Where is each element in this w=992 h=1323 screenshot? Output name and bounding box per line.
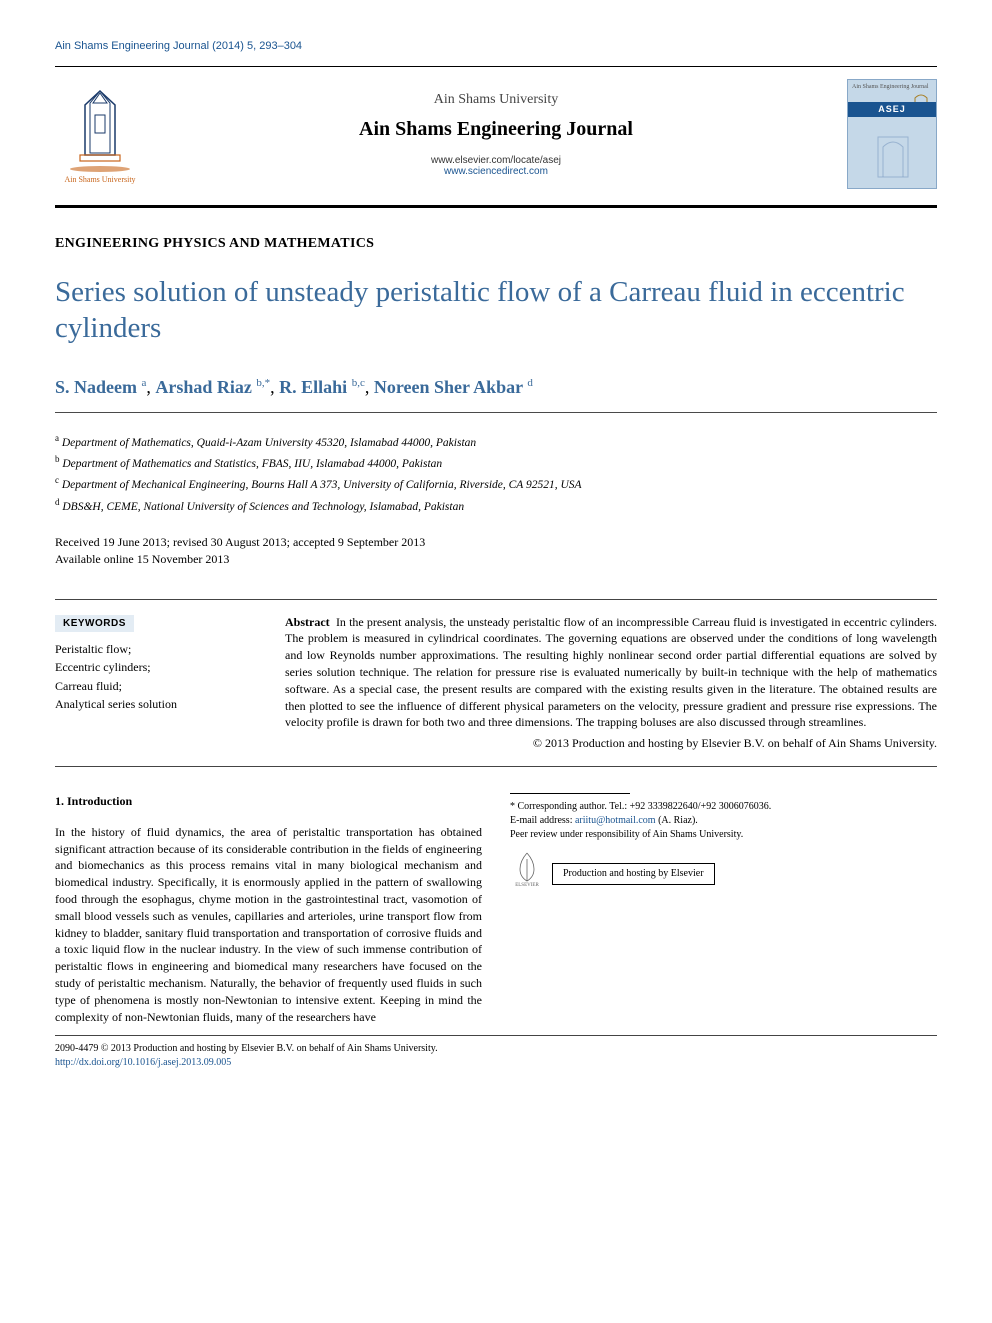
doi-link[interactable]: http://dx.doi.org/10.1016/j.asej.2013.09…: [55, 1057, 231, 1068]
author-rule: [55, 412, 937, 414]
affiliation-a: a Department of Mathematics, Quaid-i-Aza…: [55, 431, 937, 452]
abstract-label: Abstract: [285, 615, 330, 629]
body-two-column: 1. Introduction In the history of fluid …: [55, 793, 937, 1025]
author-2: Arshad Riaz: [155, 377, 256, 397]
footnote-separator: [510, 793, 630, 794]
section-1-paragraph: In the history of fluid dynamics, the ar…: [55, 824, 482, 1026]
cover-art-icon: [858, 132, 928, 182]
dates-online: Available online 15 November 2013: [55, 551, 937, 568]
affiliation-d: d DBS&H, CEME, National University of Sc…: [55, 495, 937, 516]
journal-name: Ain Shams Engineering Journal: [165, 118, 827, 141]
affiliation-b: b Department of Mathematics and Statisti…: [55, 452, 937, 473]
article-title: Series solution of unsteady peristaltic …: [55, 274, 937, 347]
journal-link-sciencedirect[interactable]: www.sciencedirect.com: [165, 166, 827, 177]
article-category: ENGINEERING PHYSICS AND MATHEMATICS: [55, 236, 937, 252]
page-footer: 2090-4479 © 2013 Production and hosting …: [55, 1035, 937, 1070]
author-4: Noreen Sher Akbar: [374, 377, 528, 397]
author-3-affil: b,c: [352, 377, 365, 389]
running-head: Ain Shams Engineering Journal (2014) 5, …: [55, 40, 937, 52]
masthead: Ain Shams University Ain Shams Universit…: [55, 69, 937, 199]
peer-review-note: Peer review under responsibility of Ain …: [510, 828, 937, 842]
affiliations: a Department of Mathematics, Quaid-i-Aza…: [55, 431, 937, 516]
abstract-copyright: © 2013 Production and hosting by Elsevie…: [285, 735, 937, 752]
abstract-text: In the present analysis, the unsteady pe…: [285, 615, 937, 730]
dates-received: Received 19 June 2013; revised 30 August…: [55, 534, 937, 551]
author-1: S. Nadeem: [55, 377, 142, 397]
author-4-affil: d: [527, 377, 533, 389]
article-dates: Received 19 June 2013; revised 30 August…: [55, 534, 937, 569]
hosting-box: Production and hosting by Elsevier: [552, 863, 715, 885]
keywords-list: Peristaltic flow; Eccentric cylinders; C…: [55, 640, 255, 714]
email-line: E-mail address: ariitu@hotmail.com (A. R…: [510, 814, 937, 828]
corresponding-author-note: * Corresponding author. Tel.: +92 333982…: [510, 800, 937, 814]
footer-copyright: 2090-4479 © 2013 Production and hosting …: [55, 1042, 937, 1056]
hosting-text: Production and hosting by Elsevier: [563, 867, 704, 881]
svg-text:ELSEVIER: ELSEVIER: [515, 883, 539, 887]
university-name: Ain Shams University: [165, 92, 827, 108]
journal-cover-thumbnail: Ain Shams Engineering Journal ASEJ: [847, 79, 937, 189]
rule-masthead-bottom: [55, 205, 937, 208]
rule-top-thin: [55, 66, 937, 67]
logo-caption: Ain Shams University: [64, 175, 135, 184]
keywords-heading: KEYWORDS: [55, 615, 134, 632]
elsevier-tree-icon: ELSEVIER: [510, 850, 544, 888]
journal-link-elsevier[interactable]: www.elsevier.com/locate/asej: [165, 155, 827, 166]
author-list: S. Nadeem a, Arshad Riaz b,*, R. Ellahi …: [55, 377, 937, 398]
author-3: R. Ellahi: [279, 377, 352, 397]
author-email-link[interactable]: ariitu@hotmail.com: [575, 815, 656, 826]
cover-small-title: Ain Shams Engineering Journal: [852, 84, 929, 90]
affiliation-c: c Department of Mechanical Engineering, …: [55, 473, 937, 494]
cover-acronym: ASEJ: [848, 102, 936, 117]
section-1-heading: 1. Introduction: [55, 793, 482, 810]
university-logo: Ain Shams University: [55, 79, 145, 189]
abstract-block: KEYWORDS Peristaltic flow; Eccentric cyl…: [55, 599, 937, 767]
author-2-affil: b,*: [256, 377, 270, 389]
